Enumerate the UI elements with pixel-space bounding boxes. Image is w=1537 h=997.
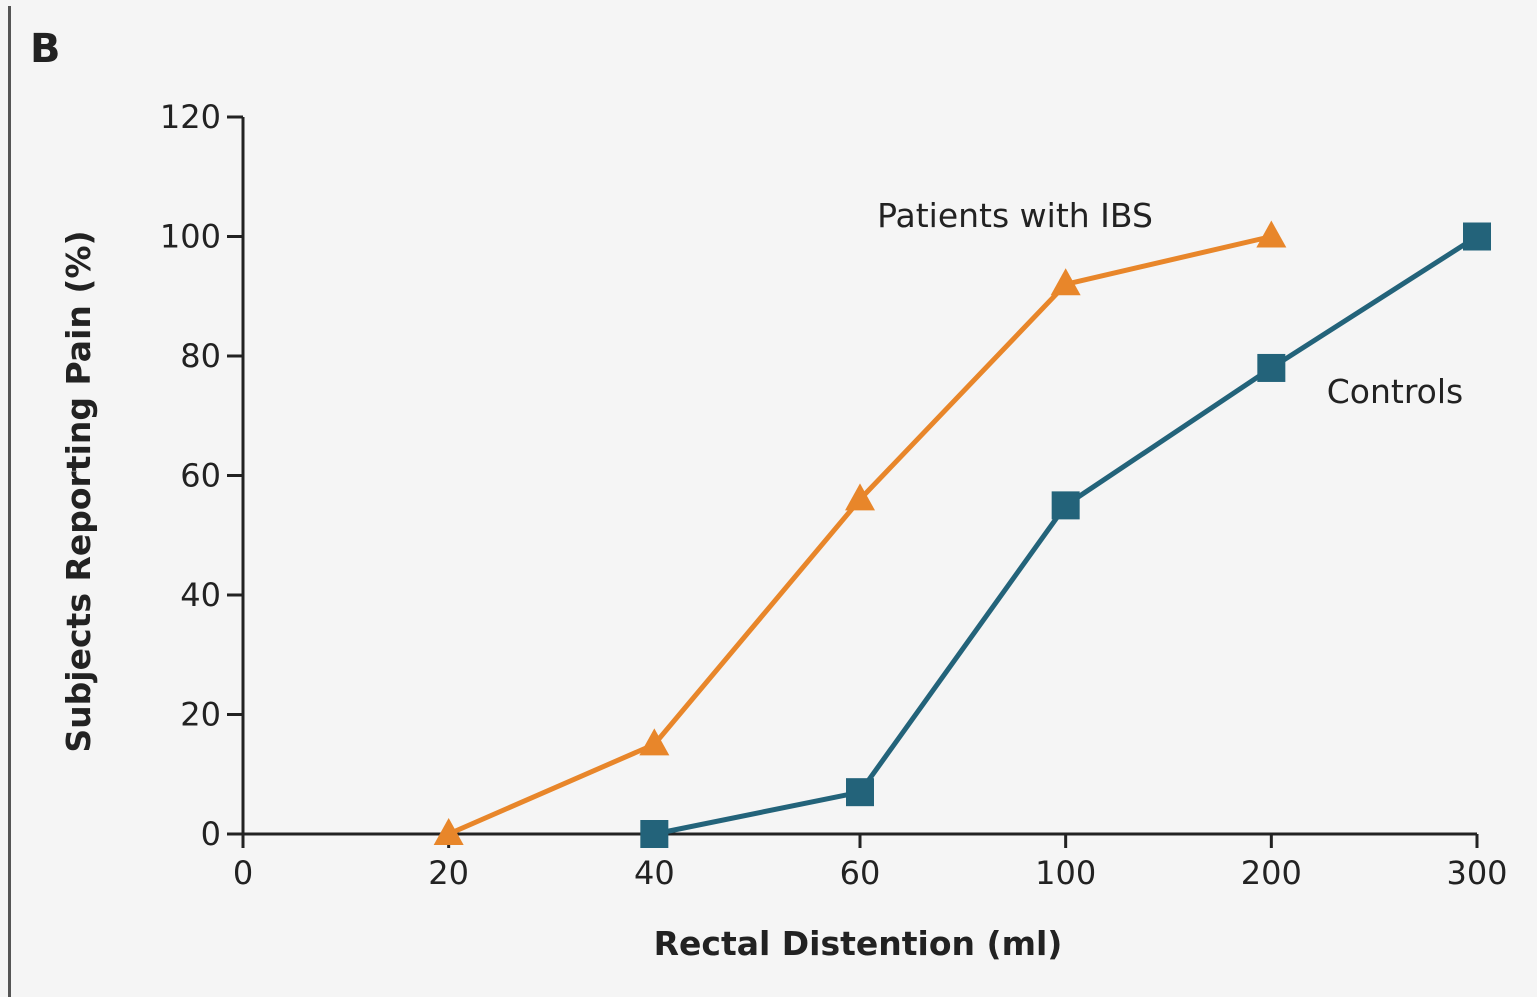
square-marker <box>1463 222 1491 251</box>
x-tick-label: 200 <box>1241 854 1302 892</box>
y-tick-label: 20 <box>180 696 221 734</box>
series-line <box>447 234 1272 837</box>
axes: 0 20 40 60 80 100 120 0 20 40 60 100 200 300 Rectal Di… <box>59 98 1508 963</box>
triangle-marker <box>1050 268 1081 296</box>
square-marker <box>1051 491 1080 520</box>
triangle-marker <box>639 728 670 756</box>
triangle-marker <box>433 818 464 845</box>
square-marker <box>1257 353 1286 382</box>
x-tick-label: 60 <box>840 854 881 892</box>
x-tick-label: 300 <box>1446 854 1507 892</box>
y-tick-label: 100 <box>160 218 221 256</box>
series-0 <box>433 220 1287 845</box>
square-marker <box>846 778 874 807</box>
y-tick-label: 120 <box>160 98 221 136</box>
y-tick-label: 0 <box>201 815 221 853</box>
y-tick-label: 60 <box>180 457 221 495</box>
series-label: Patients with IBS <box>877 196 1153 235</box>
triangle-marker <box>1256 220 1287 248</box>
labels-layer: Patients with IBS Controls <box>877 196 1463 411</box>
series-label: Controls <box>1327 372 1463 411</box>
y-tick-label: 80 <box>180 337 221 375</box>
square-marker <box>640 820 669 848</box>
y-axis-title: Subjects Reporting Pain (%) <box>59 230 98 752</box>
left-border-rule <box>8 6 11 997</box>
x-tick-label: 20 <box>428 854 469 892</box>
y-tick-label: 40 <box>180 576 221 614</box>
series-line <box>653 234 1479 837</box>
series-layer <box>433 220 1491 848</box>
triangle-marker <box>845 483 875 511</box>
series-1 <box>640 222 1491 848</box>
x-tick-label: 100 <box>1035 854 1096 892</box>
x-axis-title: Rectal Distention (ml) <box>654 924 1063 963</box>
x-tick-label: 40 <box>634 854 675 892</box>
x-tick-label: 0 <box>233 854 253 892</box>
panel-label: B <box>30 26 61 72</box>
